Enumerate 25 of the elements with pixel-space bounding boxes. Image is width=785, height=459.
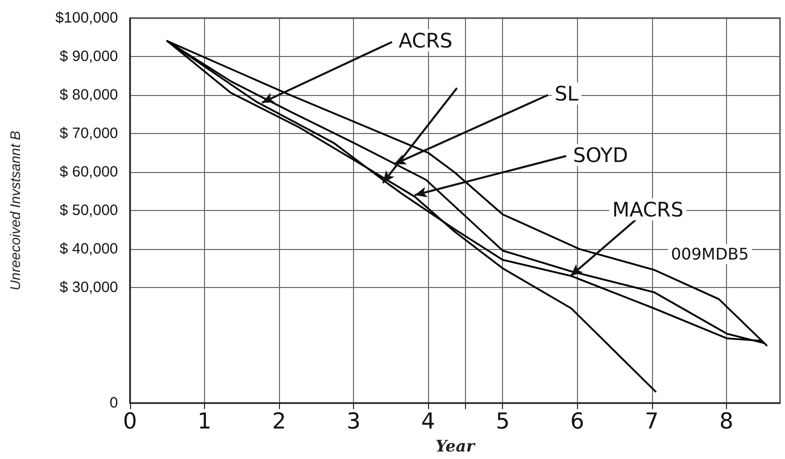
annotation: ACRS: [398, 28, 452, 52]
x-axis-title: Year: [435, 436, 476, 456]
y-tick-label: $ 50,000: [60, 202, 118, 220]
annotation: SOYD: [573, 143, 628, 167]
y-tick-label: $100,000: [55, 10, 118, 26]
x-tick-label: 5: [496, 410, 510, 435]
y-tick-label: $ 80,000: [60, 86, 118, 104]
annotation: 009MDB5: [671, 244, 749, 264]
x-tick-label: 4: [421, 410, 436, 435]
y-tick-label: $ 40,000: [60, 240, 118, 258]
x-tick-label: 2: [272, 410, 286, 435]
y-tick-label: $ 70,000: [60, 125, 118, 142]
x-tick-label: 6: [570, 410, 584, 435]
x-tick-label: 8: [719, 410, 734, 435]
annotation: MACRS: [612, 197, 684, 222]
y-tick-label: 0: [110, 394, 118, 412]
x-tick-label: 7: [644, 410, 659, 435]
x-tick-label: 0: [123, 410, 137, 435]
x-tick-label: 3: [346, 410, 361, 435]
annotation: SL: [554, 81, 580, 106]
y-tick-label: $ 30,000: [60, 279, 118, 296]
x-tick-label: 1: [198, 410, 212, 435]
y-axis-title: Unreecoived Invstsannt B: [7, 130, 23, 290]
y-tick-label: $ 90,000: [60, 48, 118, 66]
y-tick-label: $ 60,000: [60, 164, 118, 181]
